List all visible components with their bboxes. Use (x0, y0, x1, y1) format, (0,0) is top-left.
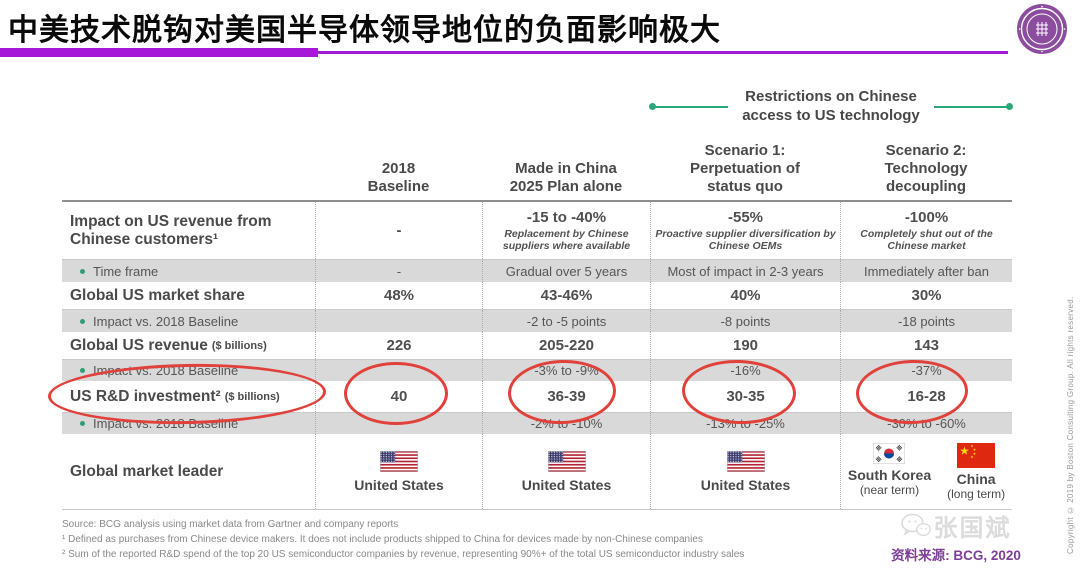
row-label: US R&D investment² (70, 387, 221, 405)
bullet-icon (80, 268, 85, 274)
cell-value: -16% (730, 363, 761, 378)
restrictions-banner: Restrictions on Chinese access to US tec… (649, 88, 1013, 126)
source-line: Source: BCG analysis using market data f… (62, 519, 399, 530)
table-row-revenue: Global US revenue ($ billions) 226 205-22… (62, 332, 1012, 360)
row-label: Global US revenue (70, 336, 208, 354)
cell-value: 40% (730, 286, 761, 304)
banner-dot-left-icon (649, 103, 656, 111)
us-flag-icon (726, 450, 765, 472)
row-label: Time frame (93, 263, 159, 279)
cell-value: -100% (904, 208, 949, 226)
watermark-name: 张国斌 (933, 515, 1012, 542)
cell-note: Completely shut out of the Chinese marke… (860, 227, 993, 252)
cell-value: -30% to -60% (887, 416, 966, 431)
cell-value: 205-220 (538, 336, 595, 354)
column-header-made-in-china: Made in China 2025 Plan alone (509, 160, 623, 195)
banner-dot-right-icon (1006, 103, 1013, 111)
row-label: Impact vs. 2018 Baseline (93, 416, 239, 431)
cell-value: 48% (383, 286, 415, 304)
us-flag-icon (380, 450, 418, 472)
table-row-rnd-investment: US R&D investment² ($ billions) 40 36-39 … (62, 381, 1012, 413)
cell-note: Proactive supplier diversification by Ch… (655, 227, 836, 252)
china-flag-icon (957, 442, 996, 468)
cell-value: 43-46% (540, 286, 593, 304)
cell-value: -55% (727, 208, 764, 226)
cell-value: - (396, 221, 402, 239)
row-label: Global market leader (70, 462, 224, 480)
table-body: Impact on US revenue from Chinese custom… (62, 200, 1012, 510)
table-row-revenue-impact: Impact on US revenue from Chinese custom… (62, 202, 1012, 260)
copyright-vertical: Copyright © 2019 by Boston Consulting Gr… (1066, 296, 1075, 554)
leader-label: United States (700, 476, 791, 493)
south-korea-flag-icon (873, 442, 906, 464)
leader-term: (near term) (859, 482, 920, 497)
leader-label: United States (354, 476, 444, 493)
cell-value: 30-35 (726, 387, 765, 405)
row-unit: ($ billions) (224, 390, 280, 403)
cell-value: Immediately after ban (863, 263, 989, 279)
cell-value: 40 (390, 387, 408, 405)
cell-value: -3% to -9% (534, 363, 599, 378)
bullet-icon (80, 421, 85, 426)
cell-value: -18 points (897, 313, 956, 329)
row-unit: ($ billions) (211, 339, 267, 352)
banner-line-left (649, 103, 728, 111)
cell-value: 30% (911, 286, 942, 304)
leader-term: (long term) (947, 486, 1006, 501)
cell-note: Replacement by Chinese suppliers where a… (502, 227, 631, 252)
row-label: Impact vs. 2018 Baseline (93, 363, 239, 378)
leader-label: South Korea (847, 466, 932, 483)
row-label: Impact vs. 2018 Baseline (93, 313, 239, 329)
row-label: Impact on US revenue from Chinese custom… (70, 212, 272, 248)
footnote-1: ¹ Defined as purchases from Chinese devi… (62, 534, 703, 545)
banner-label: Restrictions on Chinese access to US tec… (742, 88, 920, 124)
table-row-rnd-impact-baseline: Impact vs. 2018 Baseline -2% to -10% -13… (62, 413, 1012, 434)
cell-value: - (396, 263, 402, 279)
column-header-2018-baseline: 2018 Baseline (367, 160, 430, 195)
column-headers: 2018 Baseline Made in China 2025 Plan al… (315, 142, 1012, 196)
watermark-source: 资料来源: BCG, 2020 (891, 548, 1021, 563)
cell-value: -15 to -40% (526, 208, 607, 226)
title-underline-thin (318, 51, 1008, 54)
cell-value: 36-39 (547, 387, 586, 405)
page-title: 中美技术脱钩对美国半导体领导地位的负面影响极大 (8, 13, 721, 48)
tsinghua-university-logo-icon (1017, 4, 1067, 54)
title-underline-thick (0, 48, 318, 57)
cell-value: -13% to -25% (706, 416, 785, 431)
wechat-icon (900, 513, 931, 536)
column-header-scenario-2: Scenario 2: Technology decoupling (884, 142, 968, 195)
cell-value: Most of impact in 2-3 years (667, 263, 824, 279)
cell-value: -8 points (720, 313, 771, 329)
table-row-share-impact: Impact vs. 2018 Baseline -2 to -5 points… (62, 310, 1012, 332)
banner-line-right (934, 103, 1013, 111)
watermark: 张国斌 资料来源: BCG, 2020 (886, 508, 1026, 564)
cell-value: 226 (386, 336, 412, 354)
cell-value: -37% (911, 363, 942, 378)
table-row-time-frame: Time frame - Gradual over 5 years Most o… (62, 260, 1012, 282)
us-flag-icon (547, 450, 586, 472)
footnote-2: ² Sum of the reported R&D spend of the t… (62, 549, 745, 560)
bullet-icon (80, 318, 85, 324)
cell-value: 190 (732, 336, 759, 354)
source-notes: Source: BCG analysis using market data f… (62, 517, 744, 562)
cell-value: -2% to -10% (530, 416, 603, 431)
cell-value: 143 (913, 336, 940, 354)
leader-label: United States (521, 476, 612, 493)
column-header-scenario-1: Scenario 1: Perpetuation of status quo (689, 142, 800, 195)
row-label: Global US market share (70, 286, 245, 304)
bullet-icon (80, 368, 85, 373)
leader-label: China (956, 470, 996, 487)
table-row-market-share: Global US market share 48% 43-46% 40% 30… (62, 282, 1012, 310)
cell-value: Gradual over 5 years (505, 263, 628, 279)
table-row-revenue-impact-baseline: Impact vs. 2018 Baseline -3% to -9% -16%… (62, 360, 1012, 381)
cell-value: 16-28 (907, 387, 946, 405)
cell-value: -2 to -5 points (526, 313, 607, 329)
table-row-market-leader: Global market leader United States (62, 434, 1012, 510)
